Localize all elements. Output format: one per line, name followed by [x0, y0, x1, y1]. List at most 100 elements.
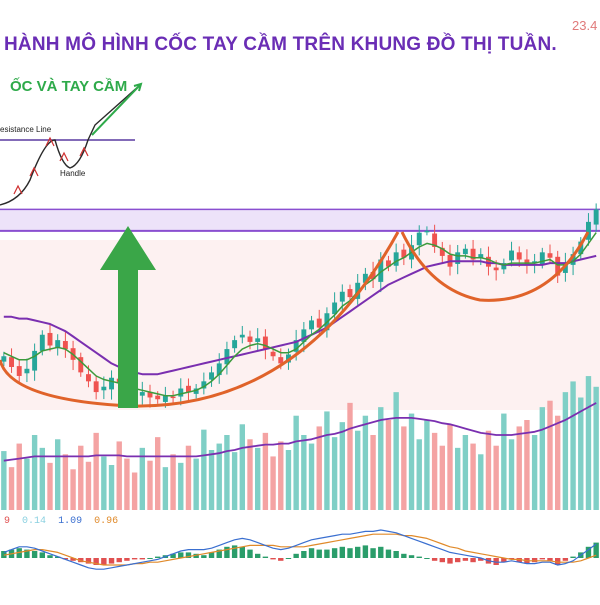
candle-body	[462, 248, 468, 255]
volume-bar	[116, 441, 122, 510]
candle-body	[155, 395, 161, 400]
inset-pattern-path	[0, 84, 141, 206]
candle-body	[32, 350, 38, 371]
macd-value-3: 0.96	[94, 516, 119, 527]
candle-body	[486, 256, 491, 267]
macd-histogram-bar	[401, 553, 407, 558]
volume-bar	[216, 443, 222, 510]
volume-bar	[555, 415, 561, 510]
volume-bar	[293, 415, 299, 510]
volume-bar	[62, 454, 69, 510]
macd-histogram-bar	[393, 551, 399, 558]
macd-histogram-bar	[101, 558, 107, 565]
macd-signal-line	[3, 533, 597, 566]
volume-bar	[247, 439, 253, 510]
candle-body	[293, 340, 299, 352]
volume-bar	[131, 472, 138, 510]
volume-bar	[8, 467, 15, 510]
volume-bar	[39, 447, 45, 510]
macd-value-1: 0.14	[22, 516, 47, 527]
volume-bar	[262, 432, 269, 510]
volume-bar	[147, 460, 153, 510]
macd-histogram-bar	[208, 552, 215, 558]
volume-bar	[401, 426, 407, 510]
macd-histogram-bar	[39, 552, 45, 558]
macd-histogram-bar	[501, 558, 507, 563]
price-panel-bg	[0, 240, 600, 410]
candle-body	[439, 247, 445, 256]
volume-bar	[470, 443, 476, 510]
candle-body	[201, 381, 207, 389]
macd-values: 9 0.14 1.09 0.96	[4, 516, 124, 527]
volume-bar	[370, 435, 376, 510]
volume-bar	[93, 432, 99, 510]
candle-body	[16, 366, 22, 376]
macd-histogram-bar	[355, 546, 361, 558]
inset-marker	[79, 146, 89, 157]
macd-histogram-bar	[585, 546, 592, 558]
volume-bar	[531, 435, 538, 510]
macd-value-0: 9	[4, 516, 11, 527]
volume-bar	[539, 407, 545, 510]
volume-bar	[31, 435, 38, 510]
candle-body	[501, 263, 507, 270]
macd-histogram-bar	[124, 558, 130, 561]
candle-body	[78, 357, 84, 373]
volume-bar	[316, 426, 322, 510]
macd-histogram-bar	[78, 558, 84, 563]
inset-handle-label: Handle	[60, 169, 86, 178]
macd-histogram-bar	[85, 558, 92, 564]
macd-histogram-bar	[301, 551, 307, 558]
macd-histogram-bar	[455, 558, 461, 563]
volume-bar	[224, 435, 230, 510]
candle-body	[147, 392, 153, 398]
macd-histogram-bar	[93, 558, 99, 565]
macd-histogram-bar	[531, 558, 538, 563]
volume-bar	[308, 443, 315, 510]
candle-body	[178, 388, 184, 397]
macd-histogram-bar	[239, 546, 245, 558]
breakout-arrow	[100, 226, 156, 408]
candle-body	[509, 250, 514, 261]
macd-histogram-bar	[555, 558, 561, 565]
volume-bar	[47, 462, 53, 510]
macd-histogram-bar	[139, 558, 145, 560]
macd-histogram-bar	[31, 551, 38, 558]
candle-body	[162, 395, 168, 402]
ma-short-line	[3, 232, 597, 397]
macd-histogram-bar	[408, 555, 415, 558]
candle-body	[362, 273, 368, 283]
candle-body	[593, 209, 599, 225]
macd-histogram-bar	[593, 542, 599, 558]
candle-body	[239, 334, 245, 338]
chart-headline: HÀNH MÔ HÌNH CỐC TAY CẦM TRÊN KHUNG ĐỒ T…	[4, 34, 557, 55]
candle-body	[101, 386, 107, 391]
candle-body	[301, 329, 307, 342]
macd-histogram-bar	[331, 548, 338, 558]
candle-body	[278, 357, 284, 364]
volume-bar	[593, 386, 599, 510]
candle-body	[586, 221, 591, 240]
macd-histogram-bar	[431, 558, 438, 561]
macd-histogram-bar	[324, 549, 330, 558]
macd-histogram-bar	[47, 555, 53, 558]
macd-histogram-bar	[293, 553, 299, 558]
macd-histogram-bar	[547, 558, 553, 561]
volume-bar	[385, 420, 392, 510]
volume-bar	[355, 430, 361, 510]
macd-histogram-bar	[62, 558, 69, 560]
macd-histogram-bar	[201, 555, 207, 558]
candle-body	[432, 233, 438, 247]
macd-histogram-bar	[147, 558, 153, 559]
volume-bar	[447, 424, 453, 510]
macd-histogram-bar	[224, 546, 230, 558]
macd-histogram-bar	[16, 548, 22, 558]
macd-histogram-bar	[570, 556, 576, 558]
candle-body	[39, 334, 45, 351]
inset-breakout-line	[91, 84, 141, 136]
macd-histogram-bar	[178, 552, 184, 558]
volume-bar	[255, 447, 261, 510]
volume-bar	[493, 445, 499, 510]
candle-body	[170, 396, 176, 399]
